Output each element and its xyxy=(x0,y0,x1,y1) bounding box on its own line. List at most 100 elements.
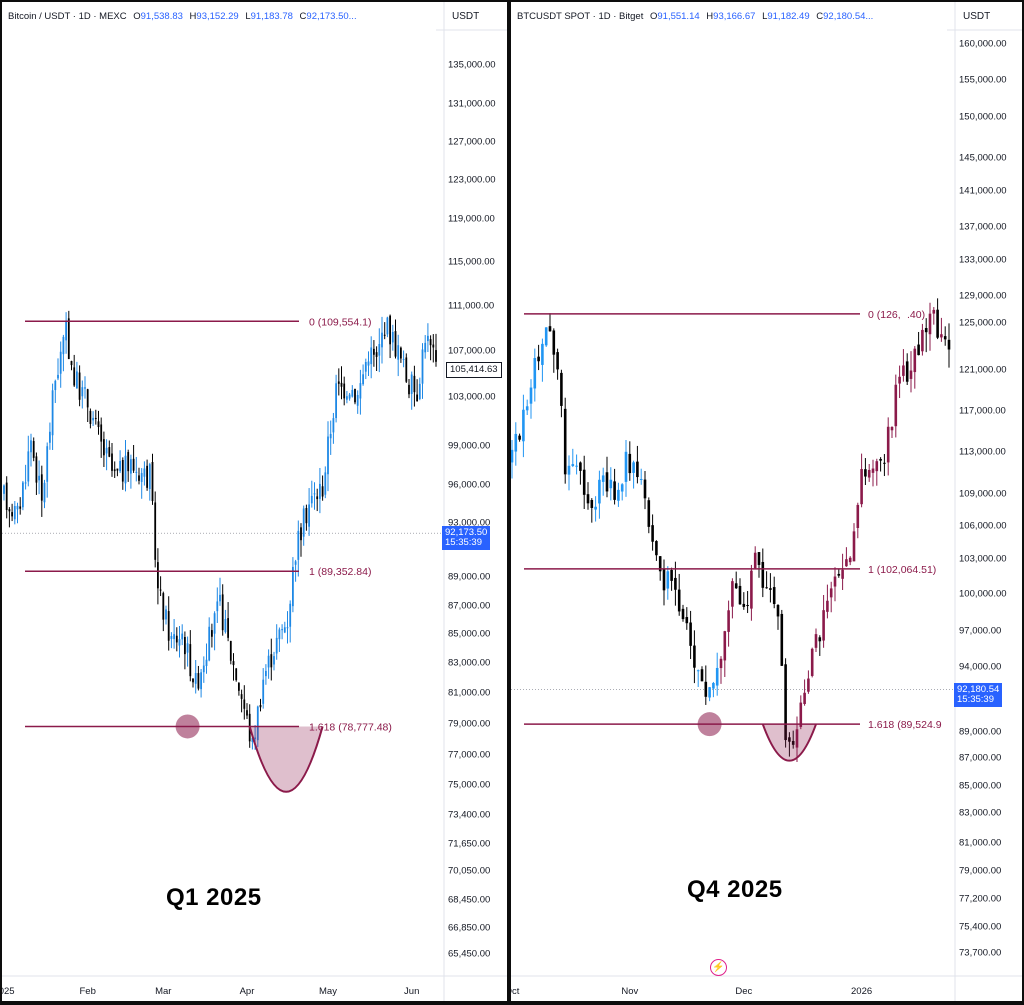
candle-body xyxy=(632,462,635,473)
candle-body xyxy=(643,479,647,499)
candle-body xyxy=(769,588,772,590)
candle-body xyxy=(140,473,143,482)
candle-body xyxy=(381,332,383,348)
candle-body xyxy=(921,329,924,352)
candle-body xyxy=(235,668,238,681)
y-tick-label-left: 135,000.00 xyxy=(448,60,496,71)
candle-body xyxy=(135,471,138,473)
x-tick-label-right: Oct xyxy=(511,986,520,997)
candle-body xyxy=(159,589,162,591)
candle-body xyxy=(108,447,111,457)
candle-body xyxy=(400,347,402,359)
candle-body xyxy=(13,506,16,520)
candle-body xyxy=(259,704,262,708)
chart-canvas-left[interactable]: 135,000.00 131,000.00 127,000.00 123,000.00… xyxy=(2,2,507,1001)
candle-body xyxy=(224,619,227,632)
y-tick-label-right: 109,000.00 xyxy=(959,489,1007,500)
y-tick-label-left: 71,650.00 xyxy=(448,839,490,850)
candle-body xyxy=(947,339,951,350)
chart-legend-left: Bitcoin / USDT · 1D · MEXC O91,538.83 H9… xyxy=(8,11,361,22)
candle-body xyxy=(165,609,167,620)
fib-level-label-left: 1 (89,352.84) xyxy=(309,566,371,578)
candle-body xyxy=(905,361,909,382)
x-tick-label-left: Jun xyxy=(404,986,419,997)
candle-body xyxy=(674,577,677,590)
candle-body xyxy=(54,380,57,391)
cup-bottom-highlight-right xyxy=(761,723,817,762)
candle-body xyxy=(73,367,76,386)
y-tick-label-right: 129,000.00 xyxy=(959,291,1007,302)
chart-canvas-right[interactable]: 160,000.00 155,000.00 150,000.00 145,000.00… xyxy=(511,2,1022,1001)
candle-body xyxy=(700,669,704,682)
candle-body xyxy=(138,475,140,481)
candle-body xyxy=(525,406,529,411)
candle-body xyxy=(932,309,936,314)
candle-body xyxy=(662,569,666,591)
candle-body xyxy=(270,654,273,668)
candle-body xyxy=(286,627,289,629)
candle-body xyxy=(780,613,784,666)
candle-body xyxy=(49,431,51,443)
candle-body xyxy=(864,469,867,477)
candle-body xyxy=(617,489,620,501)
candle-body xyxy=(3,485,5,494)
y-tick-label-left: 123,000.00 xyxy=(448,175,496,186)
candle-body xyxy=(86,389,89,408)
chart-panel-left[interactable]: 135,000.00 131,000.00 127,000.00 123,000.00… xyxy=(2,2,507,1001)
candle-body xyxy=(928,313,932,335)
candle-body xyxy=(100,424,103,442)
candle-body xyxy=(883,462,886,464)
candle-body xyxy=(799,702,803,727)
candle-body xyxy=(826,600,829,612)
candle-body xyxy=(30,440,32,453)
candle-body xyxy=(590,500,594,508)
candle-body xyxy=(397,345,400,360)
candle-body xyxy=(913,348,917,373)
candle-body xyxy=(111,453,113,471)
candle-body xyxy=(761,561,765,588)
y-tick-label-left: 66,850.00 xyxy=(448,923,490,934)
candle-body xyxy=(32,441,35,458)
y-tick-label-right: 73,700.00 xyxy=(959,948,1001,959)
candle-body xyxy=(200,672,202,690)
candle-body xyxy=(940,334,943,338)
candle-body xyxy=(43,482,46,503)
candle-body xyxy=(78,372,81,400)
countdown-left: 15:35:39 xyxy=(445,537,482,548)
candle-body xyxy=(410,374,413,394)
candle-body xyxy=(105,447,108,454)
legend-low-left: 91,183.78 xyxy=(250,11,293,22)
candle-body xyxy=(548,326,552,332)
y-tick-label-right: 94,000.00 xyxy=(959,662,1001,673)
candle-body xyxy=(389,315,391,345)
candle-body xyxy=(571,464,575,466)
candle-body xyxy=(76,371,78,389)
candle-body xyxy=(251,737,254,742)
candle-body xyxy=(103,439,105,456)
candle-body xyxy=(227,618,229,638)
candle-body xyxy=(332,418,335,433)
candle-body xyxy=(776,604,780,617)
candle-body xyxy=(772,587,776,605)
y-tick-label-left: 85,000.00 xyxy=(448,629,490,640)
y-tick-label-right: 117,000.00 xyxy=(959,406,1006,417)
legend-symbol-right: BTCUSDT SPOT · 1D · Bitget xyxy=(517,11,644,22)
candle-body xyxy=(232,661,235,666)
y-tick-label-left: 75,000.00 xyxy=(448,780,490,791)
candle-body xyxy=(924,328,928,333)
chart-panel-right[interactable]: 160,000.00 155,000.00 150,000.00 145,000.00… xyxy=(511,2,1022,1001)
candle-body xyxy=(143,468,146,477)
y-tick-label-right: 141,000.00 xyxy=(959,186,1007,197)
candle-body xyxy=(784,664,787,741)
candle-body xyxy=(413,375,416,393)
y-tick-label-right: 145,000.00 xyxy=(959,153,1007,164)
candle-body xyxy=(127,452,130,472)
candle-body xyxy=(354,388,356,403)
candle-body xyxy=(213,613,216,634)
y-tick-label-left: 77,000.00 xyxy=(448,750,490,761)
candle-body xyxy=(731,581,734,607)
candle-body xyxy=(575,465,578,467)
candle-body xyxy=(211,630,213,637)
candle-body xyxy=(658,556,662,572)
legend-symbol-left: Bitcoin / USDT · 1D · MEXC xyxy=(8,11,127,22)
